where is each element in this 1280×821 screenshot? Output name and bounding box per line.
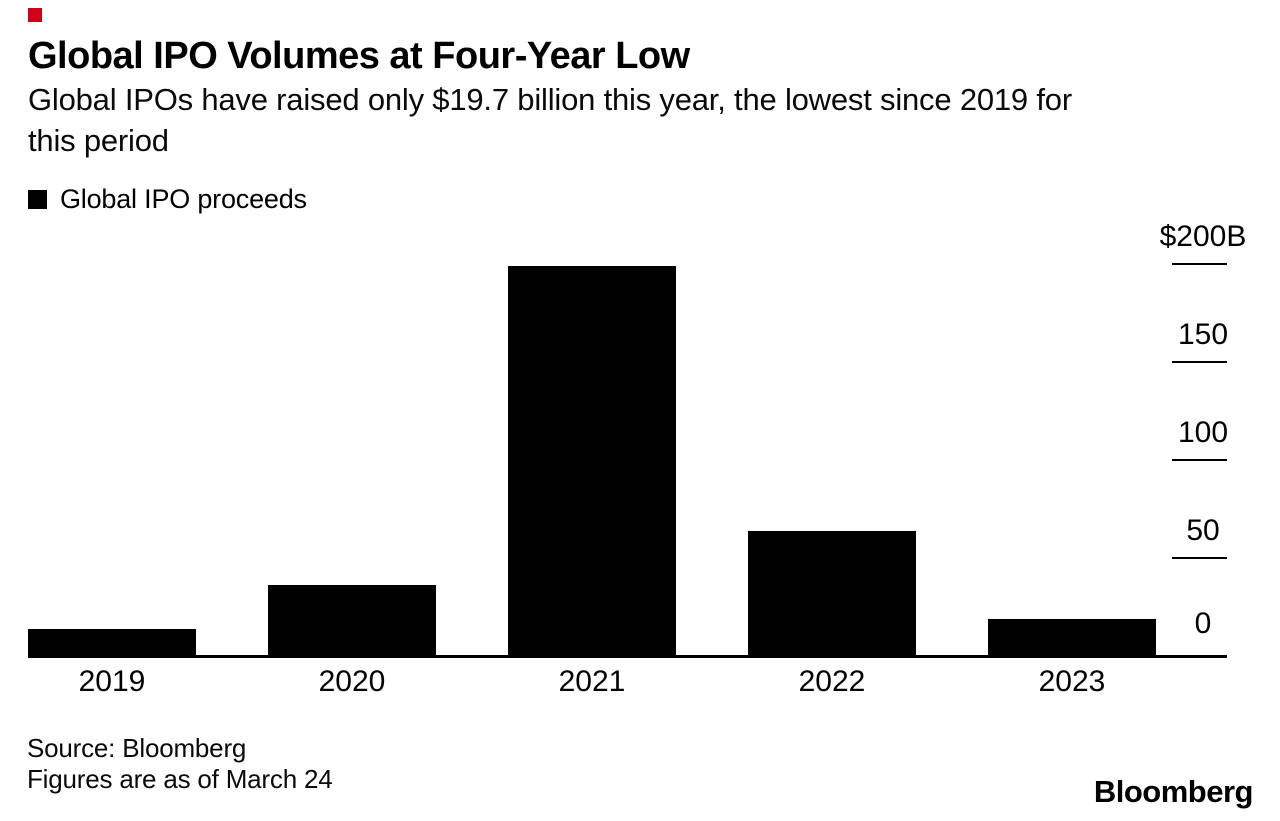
bloomberg-red-mark: [28, 8, 42, 22]
x-axis-label-2020: 2020: [318, 665, 386, 698]
y-tick-line-50: [1172, 557, 1227, 559]
asof-line: Figures are as of March 24: [27, 764, 333, 794]
x-axis-label-2019: 2019: [78, 665, 146, 698]
chart-subtitle-line-2: this period: [28, 123, 169, 158]
bar-2019: [28, 629, 196, 658]
legend-label: Global IPO proceeds: [60, 183, 307, 214]
chart-title: Global IPO Volumes at Four-Year Low: [28, 35, 690, 77]
legend-swatch-icon: [28, 189, 47, 209]
y-tick-label-100: 100: [1177, 416, 1229, 449]
chart-subtitle-line-1: Global IPOs have raised only $19.7 billi…: [28, 82, 1072, 117]
y-tick-label-0: 0: [1194, 607, 1212, 640]
bar-2021: [508, 266, 676, 658]
bar-2022: [748, 531, 916, 658]
y-tick-label-200: $200B: [1159, 220, 1247, 253]
x-axis-label-2022: 2022: [798, 665, 866, 698]
bar-2020: [268, 585, 436, 658]
bloomberg-logo: Bloomberg: [1093, 774, 1254, 809]
bar-2023: [988, 619, 1156, 658]
chart-legend: Global IPO proceeds: [28, 183, 307, 214]
y-tick-line-150: [1172, 361, 1227, 363]
x-axis-label-2021: 2021: [558, 665, 626, 698]
y-tick-label-50: 50: [1186, 514, 1220, 547]
x-axis-label-2023: 2023: [1038, 665, 1106, 698]
y-tick-line-200: [1172, 263, 1227, 265]
chart-subtitle: Global IPOs have raised only $19.7 billi…: [28, 79, 1072, 161]
source-note: Source: Bloomberg Figures are as of Marc…: [27, 733, 333, 795]
source-line: Source: Bloomberg: [27, 733, 247, 763]
y-tick-label-150: 150: [1177, 318, 1229, 351]
y-tick-line-100: [1172, 459, 1227, 461]
